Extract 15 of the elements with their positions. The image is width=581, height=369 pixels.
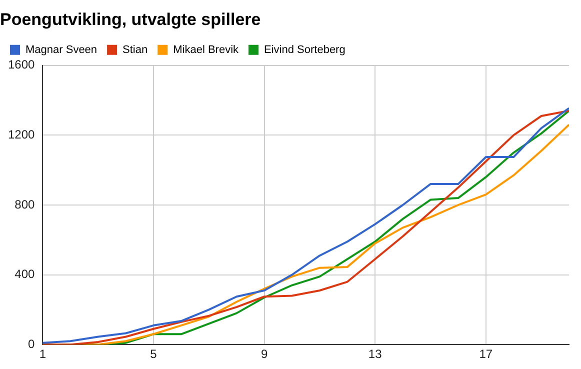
x-tick-label: 13 <box>368 347 382 362</box>
y-tick-label: 1200 <box>8 128 36 142</box>
x-tick-label: 1 <box>39 347 46 362</box>
chart-title: Poengutvikling, utvalgte spillere <box>0 10 261 29</box>
y-tick-label: 400 <box>14 267 36 282</box>
x-tick-label: 5 <box>150 347 158 362</box>
legend-label: Stian <box>122 44 148 56</box>
y-tick-label: 1600 <box>8 58 36 72</box>
legend-label: Mikael Brevik <box>173 44 240 56</box>
x-tick-label: 17 <box>479 347 493 362</box>
x-tick-label: 9 <box>260 347 268 362</box>
y-tick-label: 0 <box>28 336 36 351</box>
legend-label: Magnar Sveen <box>26 44 98 56</box>
legend-label: Eivind Sorteberg <box>264 44 346 56</box>
y-tick-label: 800 <box>14 197 36 212</box>
